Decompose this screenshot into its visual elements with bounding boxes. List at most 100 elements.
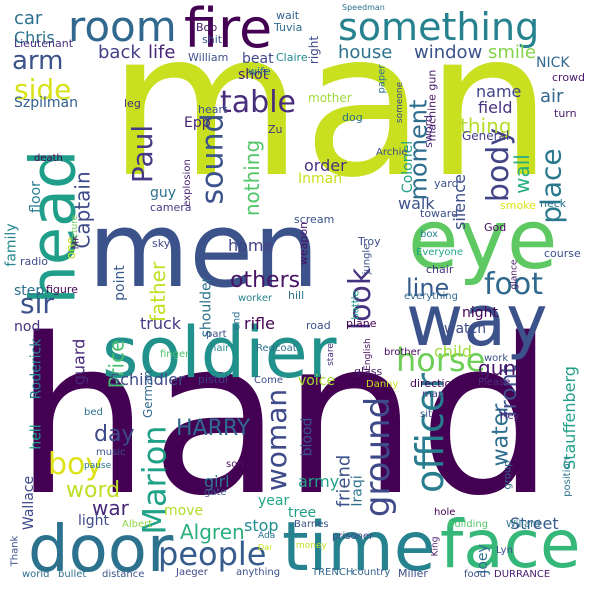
word-cloud-word: end bbox=[231, 311, 243, 331]
word-cloud-word: work bbox=[484, 353, 509, 364]
word-cloud-word: Dar bbox=[258, 543, 273, 552]
word-cloud-word: Tuvia bbox=[274, 21, 303, 34]
word-cloud-word: step bbox=[14, 283, 45, 299]
word-cloud-word: brother bbox=[384, 347, 421, 358]
word-cloud-word: Hey bbox=[500, 411, 520, 422]
word-cloud-word: door bbox=[28, 513, 174, 587]
word-cloud-word: bullet bbox=[58, 569, 87, 580]
word-cloud-word: Come bbox=[254, 375, 283, 386]
word-cloud-word: home bbox=[228, 236, 274, 255]
word-cloud-word: night bbox=[462, 305, 499, 321]
word-cloud-word: nod bbox=[14, 319, 41, 335]
word-cloud-word: Zu bbox=[268, 123, 283, 136]
word-cloud-word: plane bbox=[346, 317, 377, 330]
word-cloud-word: Troy bbox=[358, 235, 381, 248]
word-cloud-word: someone bbox=[395, 81, 406, 124]
word-cloud-word: God bbox=[484, 221, 507, 234]
word-cloud-word: voice bbox=[298, 373, 336, 389]
word-cloud-word: world bbox=[22, 569, 50, 580]
word-cloud-word: woman bbox=[260, 388, 294, 492]
word-cloud-word: guard bbox=[69, 338, 89, 386]
word-cloud-word: blood bbox=[299, 417, 316, 457]
word-cloud-word: Danny bbox=[366, 379, 399, 390]
word-cloud-word: Jaeger bbox=[176, 567, 208, 578]
word-cloud-word: year bbox=[258, 493, 290, 509]
word-cloud-word: smoke bbox=[500, 199, 536, 212]
word-cloud-word: German bbox=[141, 369, 156, 419]
word-cloud-word: face bbox=[440, 506, 581, 583]
word-cloud-word: sword bbox=[421, 115, 435, 148]
word-cloud-word: soldier bbox=[102, 312, 337, 394]
word-cloud-word: line bbox=[406, 274, 450, 302]
word-cloud-word: glance bbox=[509, 259, 520, 290]
word-cloud-word: field bbox=[478, 98, 513, 117]
word-cloud-word: Street bbox=[510, 514, 559, 533]
word-cloud-word: Speedman bbox=[342, 3, 385, 12]
word-cloud-word: eye bbox=[408, 193, 558, 288]
word-cloud-word: jungle bbox=[361, 243, 373, 275]
word-cloud-word: Szpilman bbox=[14, 95, 78, 111]
word-cloud-word: girl bbox=[204, 472, 230, 491]
word-cloud-word: family bbox=[3, 223, 20, 267]
word-cloud-word: battle bbox=[350, 290, 362, 320]
word-cloud-word: boy bbox=[48, 447, 104, 482]
word-cloud-word: shot bbox=[238, 67, 269, 83]
word-cloud-word: Ada bbox=[258, 531, 276, 541]
word-cloud-word: Thank bbox=[9, 535, 21, 567]
word-cloud-word: stop bbox=[244, 516, 279, 535]
word-cloud-word: leg bbox=[124, 97, 141, 110]
word-cloud-word: hell bbox=[28, 424, 45, 450]
word-cloud-word: NICK bbox=[536, 55, 570, 71]
word-cloud-word: Paul bbox=[126, 124, 160, 184]
word-cloud-word: hole bbox=[434, 507, 456, 518]
word-cloud-word: men bbox=[88, 189, 320, 311]
word-cloud-word: nothing bbox=[240, 139, 265, 217]
word-cloud-word: shit bbox=[202, 33, 223, 46]
word-cloud-word: paper bbox=[376, 64, 388, 94]
word-cloud-word: finger bbox=[160, 349, 190, 360]
word-cloud-word: wife bbox=[248, 65, 271, 78]
word-cloud-word: Algren bbox=[180, 520, 245, 544]
word-cloud-word: glass bbox=[354, 365, 383, 378]
word-cloud-word: Lyn bbox=[496, 545, 513, 556]
word-cloud-word: hill bbox=[288, 289, 305, 302]
word-cloud-word: others bbox=[230, 268, 301, 293]
word-cloud-word: gun bbox=[478, 356, 517, 380]
word-cloud-word: order bbox=[304, 156, 347, 175]
word-cloud-word: Schindler bbox=[110, 370, 185, 389]
word-cloud-word: light bbox=[78, 513, 110, 529]
word-cloud-word: Archie bbox=[376, 147, 408, 158]
word-cloud-word: guy bbox=[150, 185, 177, 201]
word-cloud-word: day bbox=[94, 422, 135, 447]
word-cloud-word: man bbox=[108, 0, 553, 222]
word-cloud-word: food bbox=[464, 569, 487, 580]
word-cloud-word: move bbox=[164, 503, 204, 519]
word-cloud-word: sir bbox=[20, 287, 54, 320]
word-cloud-word: distance bbox=[102, 569, 145, 580]
word-cloud-word: Inman bbox=[298, 171, 343, 187]
word-cloud-word: room bbox=[68, 2, 177, 51]
word-cloud-word: everything bbox=[404, 291, 458, 302]
word-cloud-word: Everyone bbox=[416, 247, 464, 258]
word-cloud-word: TRENCH bbox=[312, 567, 354, 578]
word-cloud-word: turn bbox=[554, 107, 577, 120]
word-cloud-word: wall bbox=[509, 154, 534, 194]
word-cloud-word: window bbox=[414, 42, 483, 63]
word-cloud-word: prisoner bbox=[332, 531, 374, 542]
word-cloud-word: side bbox=[14, 73, 72, 106]
word-cloud-word: arm bbox=[12, 46, 64, 76]
word-cloud-word: DURRANCE bbox=[494, 569, 551, 580]
word-cloud-word: Willard bbox=[506, 519, 541, 530]
word-cloud-word: point bbox=[111, 265, 128, 301]
word-cloud-word: place bbox=[534, 148, 568, 224]
word-cloud-word: rifle bbox=[244, 314, 275, 333]
word-cloud-word: watch bbox=[444, 321, 487, 337]
word-cloud-word: group bbox=[502, 460, 514, 490]
word-cloud-word: building bbox=[448, 519, 489, 530]
word-cloud-word: course bbox=[544, 247, 581, 260]
word-cloud-word: table bbox=[220, 85, 296, 120]
word-cloud-word: tree bbox=[288, 505, 317, 521]
word-cloud-word: Iraqi bbox=[349, 475, 366, 507]
word-cloud-word: heart bbox=[198, 103, 228, 116]
word-cloud-word: Please bbox=[478, 377, 511, 388]
